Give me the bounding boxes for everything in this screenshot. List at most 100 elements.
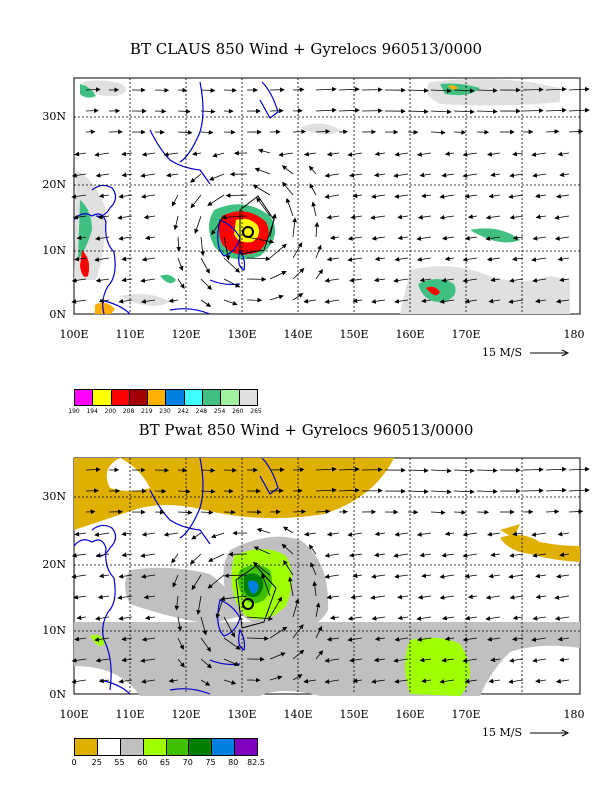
panel1-colorbar-label: 194: [86, 408, 98, 415]
wind-vector: [324, 194, 340, 199]
wind-vector: [397, 615, 409, 621]
wind-vector: [326, 214, 340, 220]
panel2-colorbar-swatch: [143, 739, 167, 755]
wind-vector: [207, 194, 225, 206]
panel1-colorbar-labels: 190 194 200 208 219 230 242 248 254 260 265: [68, 408, 261, 418]
wind-vector: [121, 172, 133, 178]
wind-vector: [252, 184, 271, 196]
wind-vector: [71, 299, 87, 304]
wind-vector: [118, 678, 133, 684]
wind-vector: [568, 509, 584, 514]
panel1-colorbar-label: 208: [122, 408, 135, 415]
panel2-reference-arrow-icon: [530, 729, 570, 737]
wind-vector: [439, 215, 455, 220]
panel1-ytick-2: 20N: [42, 178, 66, 191]
wind-vector: [269, 652, 286, 660]
wind-vector: [453, 509, 467, 515]
panel1-xtick-3: 130E: [227, 328, 257, 341]
wind-vector: [444, 531, 455, 537]
wind-vector: [532, 615, 547, 621]
wind-vector: [246, 236, 275, 244]
wind-vector: [253, 546, 271, 555]
wind-vector: [292, 598, 300, 618]
wind-vector: [246, 256, 271, 262]
wind-vector: [252, 562, 271, 576]
wind-vector: [312, 581, 318, 597]
wind-vector: [220, 595, 248, 602]
wind-vector: [559, 277, 570, 283]
wind-vector: [485, 595, 501, 600]
wind-vector: [512, 636, 524, 642]
wind-vector: [254, 167, 271, 175]
wind-vector: [141, 679, 156, 684]
wind-vector: [315, 625, 323, 639]
wind-vector: [308, 544, 317, 555]
wind-vector: [349, 172, 363, 178]
wind-vector: [163, 532, 179, 537]
wind-vector: [393, 553, 409, 558]
wind-vector: [200, 129, 214, 135]
wind-vector: [121, 256, 133, 262]
wind-vector: [407, 468, 429, 473]
wind-vector: [442, 615, 455, 621]
wind-vector: [347, 236, 363, 241]
wind-vector: [95, 616, 110, 621]
wind-vector: [223, 679, 237, 685]
panel2-xtick-2: 120E: [171, 708, 201, 721]
wind-vector: [315, 86, 337, 92]
wind-vector: [200, 109, 216, 114]
wind-vector: [512, 256, 524, 262]
wind-vector: [512, 615, 524, 621]
wind-vector: [397, 235, 409, 241]
wind-vector: [191, 574, 202, 591]
wind-vector: [394, 256, 409, 262]
panel2-ytick-0: 0N: [49, 688, 66, 701]
wind-vector: [545, 487, 567, 493]
wind-vector: [177, 658, 185, 668]
wind-vector: [512, 235, 524, 241]
wind-vector: [416, 236, 432, 241]
wind-vector: [141, 151, 156, 157]
wind-vector: [200, 489, 216, 494]
wind-vector: [487, 636, 501, 642]
wind-vector: [74, 151, 87, 157]
wind-vector: [508, 574, 524, 579]
wind-vector: [98, 573, 110, 579]
wind-vector: [535, 573, 547, 579]
panel2-colorbar-label: 65: [159, 758, 171, 767]
wind-vector: [121, 636, 133, 642]
wind-vector: [326, 256, 340, 262]
wind-vector: [509, 278, 524, 283]
wind-vector: [292, 467, 305, 473]
wind-vector: [173, 215, 179, 231]
panel1-ytick-3: 30N: [42, 110, 66, 123]
wind-vector: [430, 88, 452, 94]
wind-vector: [374, 151, 386, 157]
wind-vector: [98, 193, 110, 199]
wind-vector: [430, 510, 446, 515]
wind-vector: [269, 243, 287, 259]
wind-vector: [145, 615, 156, 621]
wind-vector: [349, 657, 363, 663]
panel1-title: BT CLAUS 850 Wind + Gyrelocs 960513/0000: [129, 40, 483, 58]
wind-vector: [303, 678, 317, 684]
wind-vector: [535, 193, 547, 199]
panel1-colorbar-swatch: [93, 390, 112, 405]
wind-vector: [407, 88, 429, 93]
wind-vector: [208, 173, 225, 181]
wind-vector: [140, 574, 156, 579]
wind-vector: [531, 637, 547, 642]
wind-vector: [393, 278, 409, 283]
wind-vector: [462, 152, 478, 157]
wind-vector: [557, 636, 570, 642]
wind-vector: [85, 87, 101, 92]
wind-vector: [374, 256, 386, 262]
wind-vector: [223, 616, 236, 638]
wind-vector: [304, 151, 317, 157]
wind-vector: [256, 197, 271, 217]
panel2-xtick-8: 180: [563, 708, 585, 721]
wind-vector: [315, 466, 337, 472]
panel1-coastlines: [73, 81, 279, 315]
wind-vector: [487, 151, 501, 157]
panel2-colorbar-label: 80: [228, 758, 239, 767]
